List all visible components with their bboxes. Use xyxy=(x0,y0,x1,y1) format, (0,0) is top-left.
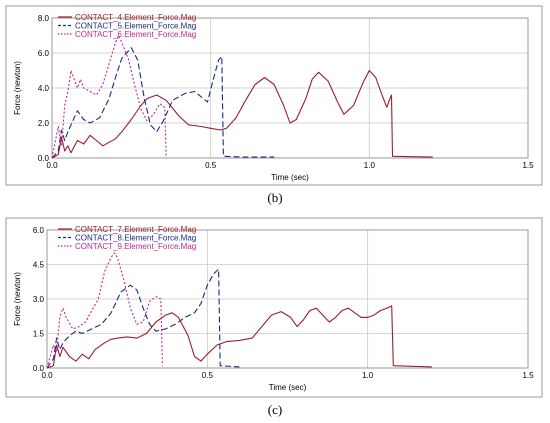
y-axis-label: Force (newton) xyxy=(13,272,22,326)
x-tick-label: 0.5 xyxy=(202,371,214,380)
plot-area xyxy=(51,17,529,159)
chart-panel-c: 0.0 0.5 1.0 1.5 0.0 1.5 3.0 4.5 6.0 Time (sec) For… xyxy=(5,217,543,417)
y-tick-label: 3.0 xyxy=(33,295,45,304)
x-tick-label: 1.0 xyxy=(364,161,376,170)
legend-label-1: CONTACT_4.Element_Force.Mag xyxy=(75,13,196,22)
panel-caption: (b) xyxy=(267,190,282,205)
y-tick-label: 2.0 xyxy=(38,119,50,128)
y-tick-label: 4.5 xyxy=(33,261,45,270)
panel-frame xyxy=(5,5,543,186)
plot-area xyxy=(46,229,529,369)
y-tick-label: 4.0 xyxy=(38,84,50,93)
legend-label-3: CONTACT_6.Element_Force.Mag xyxy=(75,30,196,39)
y-tick-label: 1.5 xyxy=(33,330,45,339)
x-tick-label: 1.0 xyxy=(362,371,374,380)
y-tick-label: 6.0 xyxy=(38,49,50,58)
y-tick-label: 6.0 xyxy=(33,226,45,235)
series-line-2 xyxy=(51,47,275,159)
panel-frame xyxy=(5,217,543,398)
y-tick-label: 0.0 xyxy=(33,364,45,373)
y-tick-label: 0.0 xyxy=(38,154,50,163)
series-line-2 xyxy=(46,268,240,369)
x-tick-label: 0.0 xyxy=(46,161,58,170)
x-tick-label: 1.5 xyxy=(522,371,534,380)
chart-panel-b: 0.0 0.5 1.0 1.5 0.0 2.0 4.0 6.0 8.0 Time (sec) For… xyxy=(5,5,543,205)
panel-caption: (c) xyxy=(268,402,282,417)
x-tick-label: 1.5 xyxy=(522,161,534,170)
series-line-3 xyxy=(46,252,163,369)
legend-label-2: CONTACT_8.Element_Force.Mag xyxy=(75,234,196,243)
x-axis-label: Time (sec) xyxy=(269,383,307,392)
x-tick-label: 0.5 xyxy=(205,161,217,170)
legend-label-1: CONTACT_7.Element_Force.Mag xyxy=(75,225,196,234)
x-tick-label: 0.0 xyxy=(41,371,53,380)
series-line-1 xyxy=(51,69,433,159)
y-tick-label: 8.0 xyxy=(38,14,50,23)
y-axis-label: Force (newton) xyxy=(13,61,22,115)
series-line-1 xyxy=(46,305,432,369)
legend-label-3: CONTACT_9.Element_Force.Mag xyxy=(75,242,196,251)
x-axis-label: Time (sec) xyxy=(271,173,309,182)
legend-label-2: CONTACT_5.Element_Force.Mag xyxy=(75,22,196,31)
